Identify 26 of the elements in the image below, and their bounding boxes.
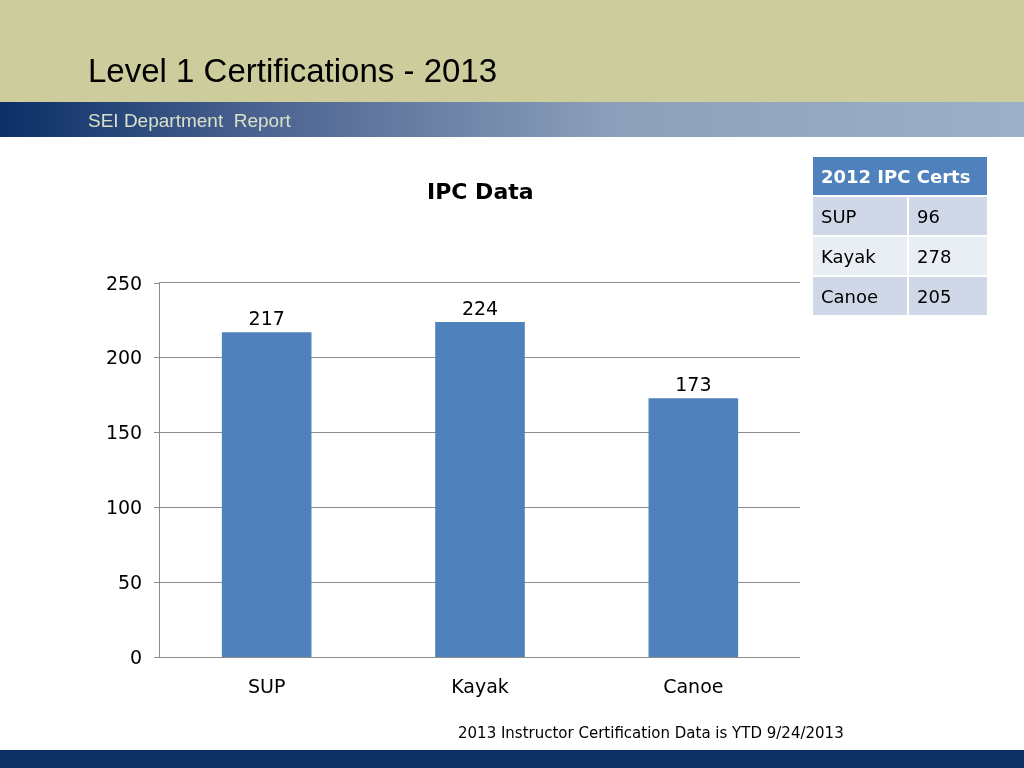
text: 2013 Instructor Certification Data is YTD 9/24/2013 <box>458 724 844 742</box>
x-tick-label: Canoe <box>663 674 724 697</box>
y-tick-label: 100 <box>105 496 143 519</box>
x-tick-label: Kayak <box>451 674 509 697</box>
data-label: 278 <box>909 237 987 275</box>
data-label: 217 <box>248 307 285 330</box>
y-tick-label: 250 <box>105 271 143 294</box>
category-label: SUP <box>813 197 907 235</box>
text: IPC Data <box>427 179 534 204</box>
y-tick-label: 50 <box>118 570 143 593</box>
data-label: 96 <box>909 197 987 235</box>
data-label: 224 <box>461 296 499 319</box>
category-label: Kayak <box>813 237 907 275</box>
chart-title: Level 1 Certifications - 2013 <box>88 52 498 90</box>
x-tick-label: SUP <box>247 674 286 697</box>
category-label: Canoe <box>813 277 907 315</box>
y-tick-label: 200 <box>105 346 143 369</box>
data-label: 173 <box>675 373 712 396</box>
data-label: 205 <box>909 277 987 315</box>
text: 2012 IPC Certs <box>813 157 987 195</box>
y-tick-label: 150 <box>105 421 143 444</box>
y-tick-label: 0 <box>130 645 143 668</box>
chart-subtitle: SEI Department Report <box>88 110 291 132</box>
bar <box>221 332 312 657</box>
bar <box>648 398 739 657</box>
bar <box>435 321 525 657</box>
